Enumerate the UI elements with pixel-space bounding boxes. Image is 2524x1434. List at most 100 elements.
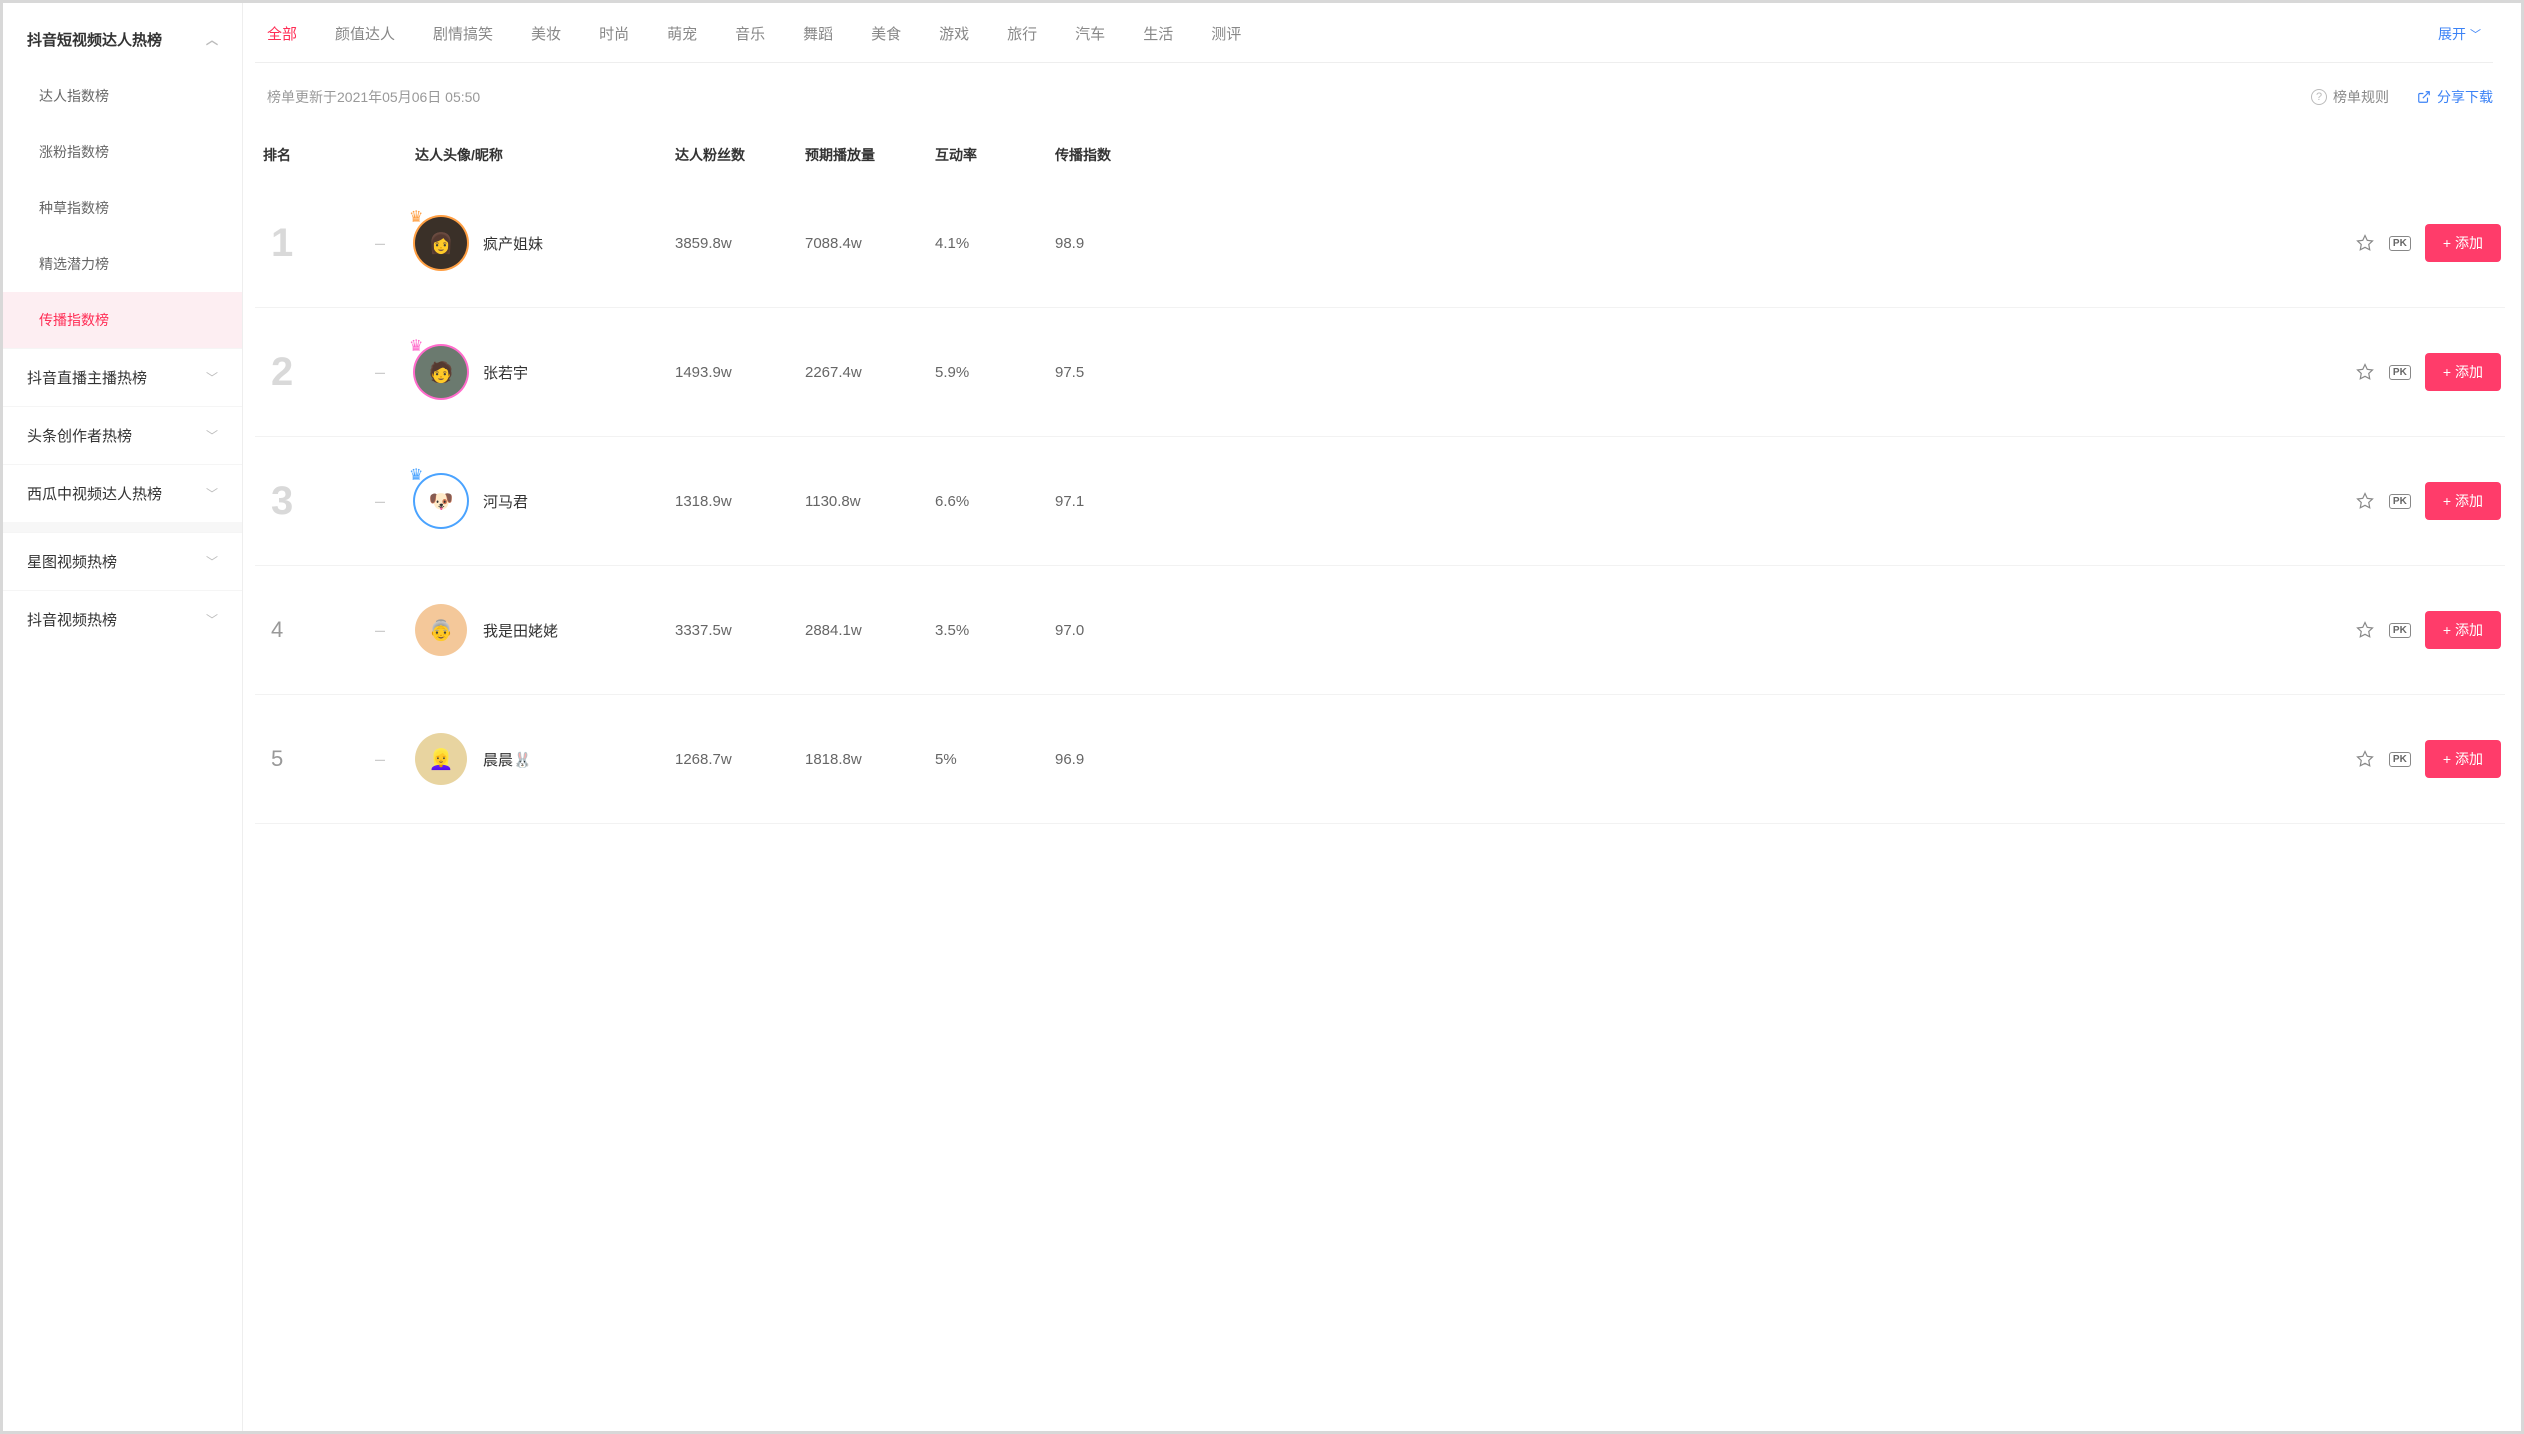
category-expand-button[interactable]: 展开 ﹀ <box>2438 24 2481 44</box>
star-icon[interactable] <box>2355 491 2375 511</box>
table-row: 3 – ♛ 🐶 河马君 1318.9w 1130.8w 6.6% 97.1 PK… <box>255 437 2505 566</box>
sidebar-subitem[interactable]: 种草指数榜 <box>3 180 242 236</box>
nickname: 河马君 <box>483 491 528 512</box>
th-name: 达人头像/昵称 <box>415 145 675 165</box>
chevron-down-icon: ﹀ <box>206 369 218 386</box>
interaction-rate: 3.5% <box>935 622 1055 639</box>
table-row: 5 – 👱‍♀️ 晨晨🐰 1268.7w 1818.8w 5% 96.9 PK … <box>255 695 2505 824</box>
pk-button[interactable]: PK <box>2389 752 2411 767</box>
pk-button[interactable]: PK <box>2389 365 2411 380</box>
creator-cell[interactable]: ♛ 🧑 张若宇 <box>415 346 675 398</box>
table-row: 2 – ♛ 🧑 张若宇 1493.9w 2267.4w 5.9% 97.5 PK… <box>255 308 2505 437</box>
expand-label: 展开 <box>2438 24 2466 44</box>
sidebar-subitem[interactable]: 精选潜力榜 <box>3 236 242 292</box>
spread-index: 97.5 <box>1055 364 1215 381</box>
fans-count: 1493.9w <box>675 364 805 381</box>
sidebar-group-collapsed[interactable]: 抖音视频热榜﹀ <box>3 590 242 648</box>
nickname: 疯产姐妹 <box>483 233 543 254</box>
fans-count: 1318.9w <box>675 493 805 510</box>
plays-count: 1818.8w <box>805 751 935 768</box>
update-timestamp: 榜单更新于2021年05月06日 05:50 <box>267 87 480 107</box>
main-content: 全部 颜值达人 剧情搞笑 美妆 时尚 萌宠 音乐 舞蹈 美食 游戏 旅行 汽车 生活 测评 展开 ﹀ 榜单… <box>243 3 2521 1431</box>
creator-cell[interactable]: 👱‍♀️ 晨晨🐰 <box>415 733 675 785</box>
category-tab[interactable]: 美妆 <box>531 23 561 44</box>
category-tab[interactable]: 剧情搞笑 <box>433 23 493 44</box>
add-button[interactable]: +添加 <box>2425 611 2501 649</box>
category-tab[interactable]: 时尚 <box>599 23 629 44</box>
spread-index: 96.9 <box>1055 751 1215 768</box>
sidebar-group-expanded-header[interactable]: 抖音短视频达人热榜 ︿ <box>3 11 242 68</box>
avatar-wrap: 👵 <box>415 604 467 656</box>
plays-count: 7088.4w <box>805 235 935 252</box>
ranking-table: 排名 达人头像/昵称 达人粉丝数 预期播放量 互动率 传播指数 1 – ♛ 👩 … <box>255 131 2505 824</box>
avatar: 👱‍♀️ <box>415 733 467 785</box>
sidebar-subitem[interactable]: 达人指数榜 <box>3 68 242 124</box>
add-button[interactable]: +添加 <box>2425 353 2501 391</box>
sidebar-group-collapsed[interactable]: 抖音直播主播热榜﹀ <box>3 348 242 406</box>
category-tab[interactable]: 生活 <box>1143 23 1173 44</box>
fans-count: 3337.5w <box>675 622 805 639</box>
star-icon[interactable] <box>2355 233 2375 253</box>
creator-cell[interactable]: ♛ 🐶 河马君 <box>415 475 675 527</box>
rank-number: 1 <box>263 221 293 265</box>
category-tab[interactable]: 汽车 <box>1075 23 1105 44</box>
pk-button[interactable]: PK <box>2389 494 2411 509</box>
rules-link[interactable]: ? 榜单规则 <box>2311 87 2389 107</box>
pk-button[interactable]: PK <box>2389 236 2411 251</box>
plays-count: 2884.1w <box>805 622 935 639</box>
creator-cell[interactable]: 👵 我是田姥姥 <box>415 604 675 656</box>
plus-icon: + <box>2443 235 2451 251</box>
add-button[interactable]: +添加 <box>2425 740 2501 778</box>
chevron-down-icon: ﹀ <box>206 611 218 628</box>
sidebar-group-title: 抖音短视频达人热榜 <box>27 29 162 50</box>
star-icon[interactable] <box>2355 749 2375 769</box>
sidebar-group-collapsed[interactable]: 西瓜中视频达人热榜﹀ <box>3 464 242 522</box>
category-tab[interactable]: 旅行 <box>1007 23 1037 44</box>
fans-count: 3859.8w <box>675 235 805 252</box>
chevron-down-icon: ﹀ <box>206 485 218 502</box>
interaction-rate: 6.6% <box>935 493 1055 510</box>
chevron-down-icon: ﹀ <box>206 427 218 444</box>
trend-indicator: – <box>375 233 385 253</box>
sidebar: 抖音短视频达人热榜 ︿ 达人指数榜涨粉指数榜种草指数榜精选潜力榜传播指数榜 抖音… <box>3 3 243 1431</box>
th-interaction: 互动率 <box>935 145 1055 165</box>
th-plays: 预期播放量 <box>805 145 935 165</box>
category-tab[interactable]: 萌宠 <box>667 23 697 44</box>
nickname: 晨晨🐰 <box>483 749 532 770</box>
plays-count: 1130.8w <box>805 493 935 510</box>
category-tab[interactable]: 音乐 <box>735 23 765 44</box>
sidebar-subitem[interactable]: 传播指数榜 <box>3 292 242 348</box>
category-tab[interactable]: 全部 <box>267 23 297 44</box>
rank-number: 4 <box>263 617 283 642</box>
table-row: 4 – 👵 我是田姥姥 3337.5w 2884.1w 3.5% 97.0 PK… <box>255 566 2505 695</box>
share-download-link[interactable]: 分享下载 <box>2417 87 2493 107</box>
plus-icon: + <box>2443 493 2451 509</box>
category-tab[interactable]: 测评 <box>1211 23 1241 44</box>
creator-cell[interactable]: ♛ 👩 疯产姐妹 <box>415 217 675 269</box>
question-icon: ? <box>2311 89 2327 105</box>
category-tab[interactable]: 美食 <box>871 23 901 44</box>
nickname: 我是田姥姥 <box>483 620 558 641</box>
category-tab[interactable]: 舞蹈 <box>803 23 833 44</box>
pk-button[interactable]: PK <box>2389 623 2411 638</box>
category-tab[interactable]: 游戏 <box>939 23 969 44</box>
th-index: 传播指数 <box>1055 145 1215 165</box>
add-button[interactable]: +添加 <box>2425 224 2501 262</box>
star-icon[interactable] <box>2355 620 2375 640</box>
star-icon[interactable] <box>2355 362 2375 382</box>
plays-count: 2267.4w <box>805 364 935 381</box>
plus-icon: + <box>2443 751 2451 767</box>
share-label: 分享下载 <box>2437 87 2493 107</box>
sidebar-subitem[interactable]: 涨粉指数榜 <box>3 124 242 180</box>
chevron-up-icon: ︿ <box>206 31 218 48</box>
sidebar-group-collapsed[interactable]: 星图视频热榜﹀ <box>3 532 242 590</box>
plus-icon: + <box>2443 622 2451 638</box>
meta-actions: ? 榜单规则 分享下载 <box>2311 87 2493 107</box>
add-button[interactable]: +添加 <box>2425 482 2501 520</box>
rank-number: 2 <box>263 350 293 394</box>
category-tab[interactable]: 颜值达人 <box>335 23 395 44</box>
interaction-rate: 5.9% <box>935 364 1055 381</box>
avatar-wrap: ♛ 🐶 <box>415 475 467 527</box>
sidebar-group-collapsed[interactable]: 头条创作者热榜﹀ <box>3 406 242 464</box>
plus-icon: + <box>2443 364 2451 380</box>
